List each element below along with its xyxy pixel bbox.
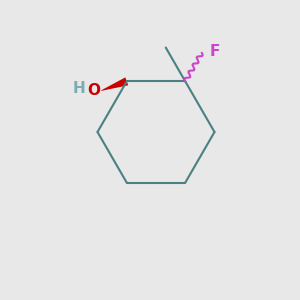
Text: F: F	[209, 44, 220, 59]
Text: H: H	[73, 81, 86, 96]
Text: O: O	[87, 83, 101, 98]
Polygon shape	[101, 77, 128, 91]
